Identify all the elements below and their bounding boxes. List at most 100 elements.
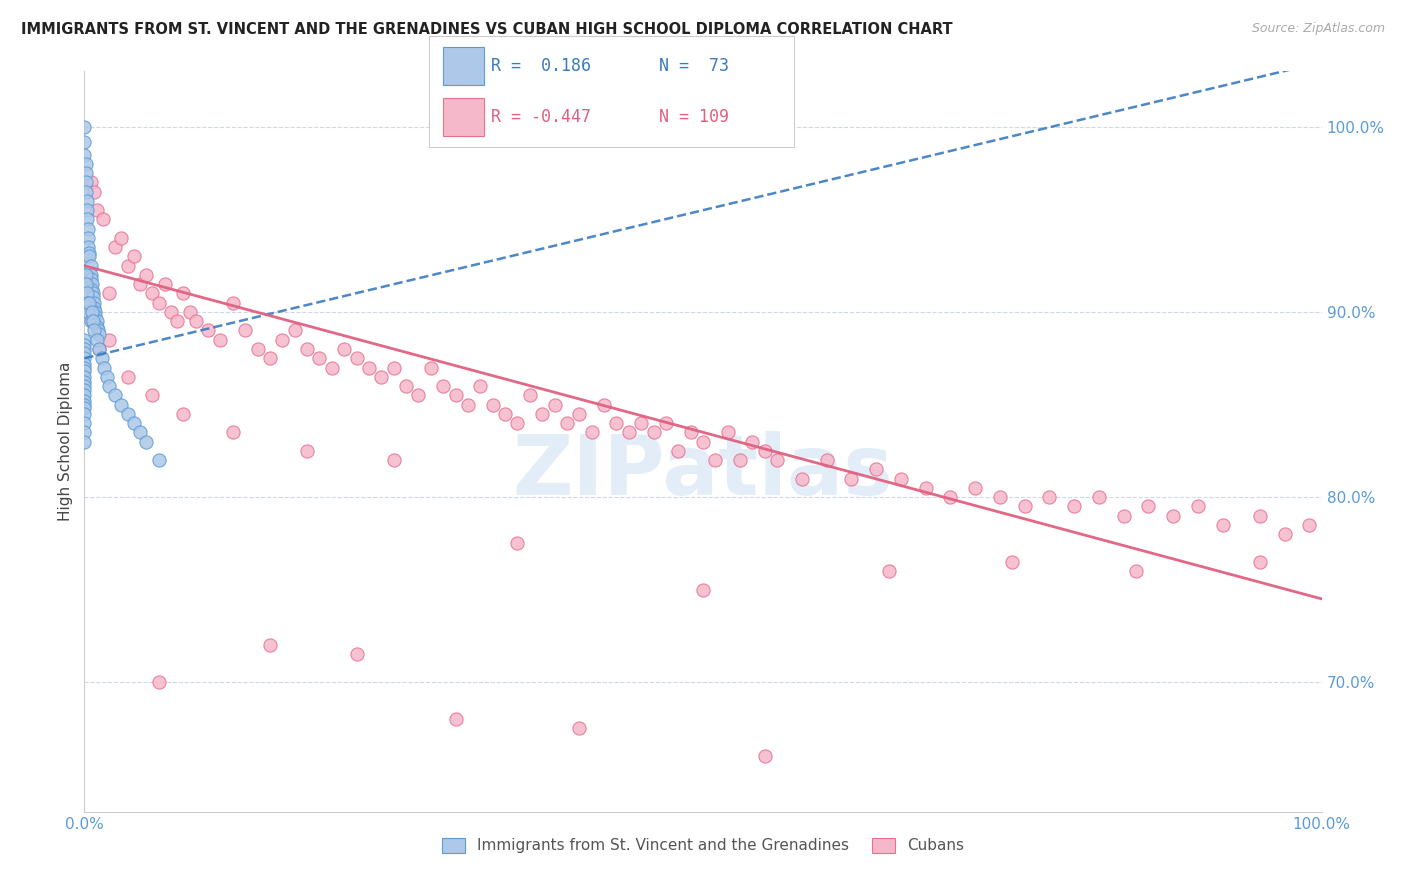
Point <box>370 369 392 384</box>
Text: N = 109: N = 109 <box>659 108 730 126</box>
Point <box>73 342 96 356</box>
Point <box>1137 500 1160 514</box>
Point <box>73 376 96 390</box>
Point <box>75 277 97 292</box>
Point <box>754 749 776 764</box>
Point <box>259 638 281 652</box>
Point <box>259 351 281 366</box>
Point <box>73 379 96 393</box>
Point <box>75 176 97 190</box>
Point <box>444 712 467 726</box>
Point <box>246 342 269 356</box>
Point <box>89 327 111 342</box>
Point <box>76 295 98 310</box>
Point <box>98 333 121 347</box>
Point <box>494 407 516 421</box>
Point <box>84 305 107 319</box>
Point <box>581 425 603 440</box>
Point <box>75 185 97 199</box>
Point <box>79 259 101 273</box>
Legend: Immigrants from St. Vincent and the Grenadines, Cubans: Immigrants from St. Vincent and the Gren… <box>436 831 970 860</box>
Point <box>80 283 103 297</box>
Point <box>295 443 318 458</box>
Point <box>91 212 114 227</box>
Point <box>73 401 96 416</box>
Point <box>346 351 368 366</box>
Point <box>73 434 96 449</box>
Point <box>73 388 96 402</box>
Point <box>73 383 96 397</box>
Point <box>89 342 111 356</box>
Point <box>82 314 104 328</box>
Text: ZIPatlas: ZIPatlas <box>513 431 893 512</box>
Point <box>741 434 763 449</box>
Point <box>82 286 104 301</box>
Point <box>73 364 96 378</box>
FancyBboxPatch shape <box>443 47 484 85</box>
Point <box>82 290 104 304</box>
Point <box>506 536 529 550</box>
Point <box>841 472 863 486</box>
Point <box>79 250 101 264</box>
Point <box>86 314 108 328</box>
Point <box>110 398 132 412</box>
Point <box>531 407 554 421</box>
Point <box>75 166 97 180</box>
Point <box>222 295 245 310</box>
Point <box>543 398 565 412</box>
Point <box>481 398 503 412</box>
Point <box>73 120 96 134</box>
Point <box>271 333 294 347</box>
Point <box>754 443 776 458</box>
Point <box>655 416 678 430</box>
Point <box>84 309 107 323</box>
Point <box>815 453 838 467</box>
Point <box>148 675 170 690</box>
Point <box>79 268 101 282</box>
Point <box>79 176 101 190</box>
Point <box>129 277 152 292</box>
Point <box>470 379 492 393</box>
Point <box>117 369 139 384</box>
Point <box>110 231 132 245</box>
Point <box>153 277 176 292</box>
Point <box>568 722 591 736</box>
Point <box>73 393 96 408</box>
Point <box>76 194 98 208</box>
Point <box>184 314 207 328</box>
Point <box>1274 527 1296 541</box>
Point <box>73 345 96 359</box>
Point <box>73 333 96 347</box>
Point <box>80 277 103 292</box>
Point <box>790 472 813 486</box>
Point <box>222 425 245 440</box>
Point <box>76 286 98 301</box>
Y-axis label: High School Diploma: High School Diploma <box>58 362 73 521</box>
Point <box>1088 490 1111 504</box>
Point <box>395 379 418 393</box>
Point <box>630 416 652 430</box>
Point <box>295 342 318 356</box>
Point <box>87 324 110 338</box>
Point <box>73 147 96 161</box>
Point <box>939 490 962 504</box>
Point <box>179 305 201 319</box>
Point <box>148 453 170 467</box>
Point <box>209 333 232 347</box>
Point <box>172 286 194 301</box>
Point <box>506 416 529 430</box>
Text: IMMIGRANTS FROM ST. VINCENT AND THE GRENADINES VS CUBAN HIGH SCHOOL DIPLOMA CORR: IMMIGRANTS FROM ST. VINCENT AND THE GREN… <box>21 22 953 37</box>
Point <box>890 472 912 486</box>
Point <box>77 305 100 319</box>
Point <box>1161 508 1184 523</box>
Point <box>79 271 101 285</box>
Point <box>382 453 405 467</box>
Point <box>75 268 97 282</box>
Point <box>117 407 139 421</box>
Point <box>135 434 157 449</box>
Point <box>679 425 702 440</box>
Point <box>98 379 121 393</box>
Point <box>73 360 96 375</box>
Point <box>965 481 987 495</box>
Point <box>357 360 380 375</box>
